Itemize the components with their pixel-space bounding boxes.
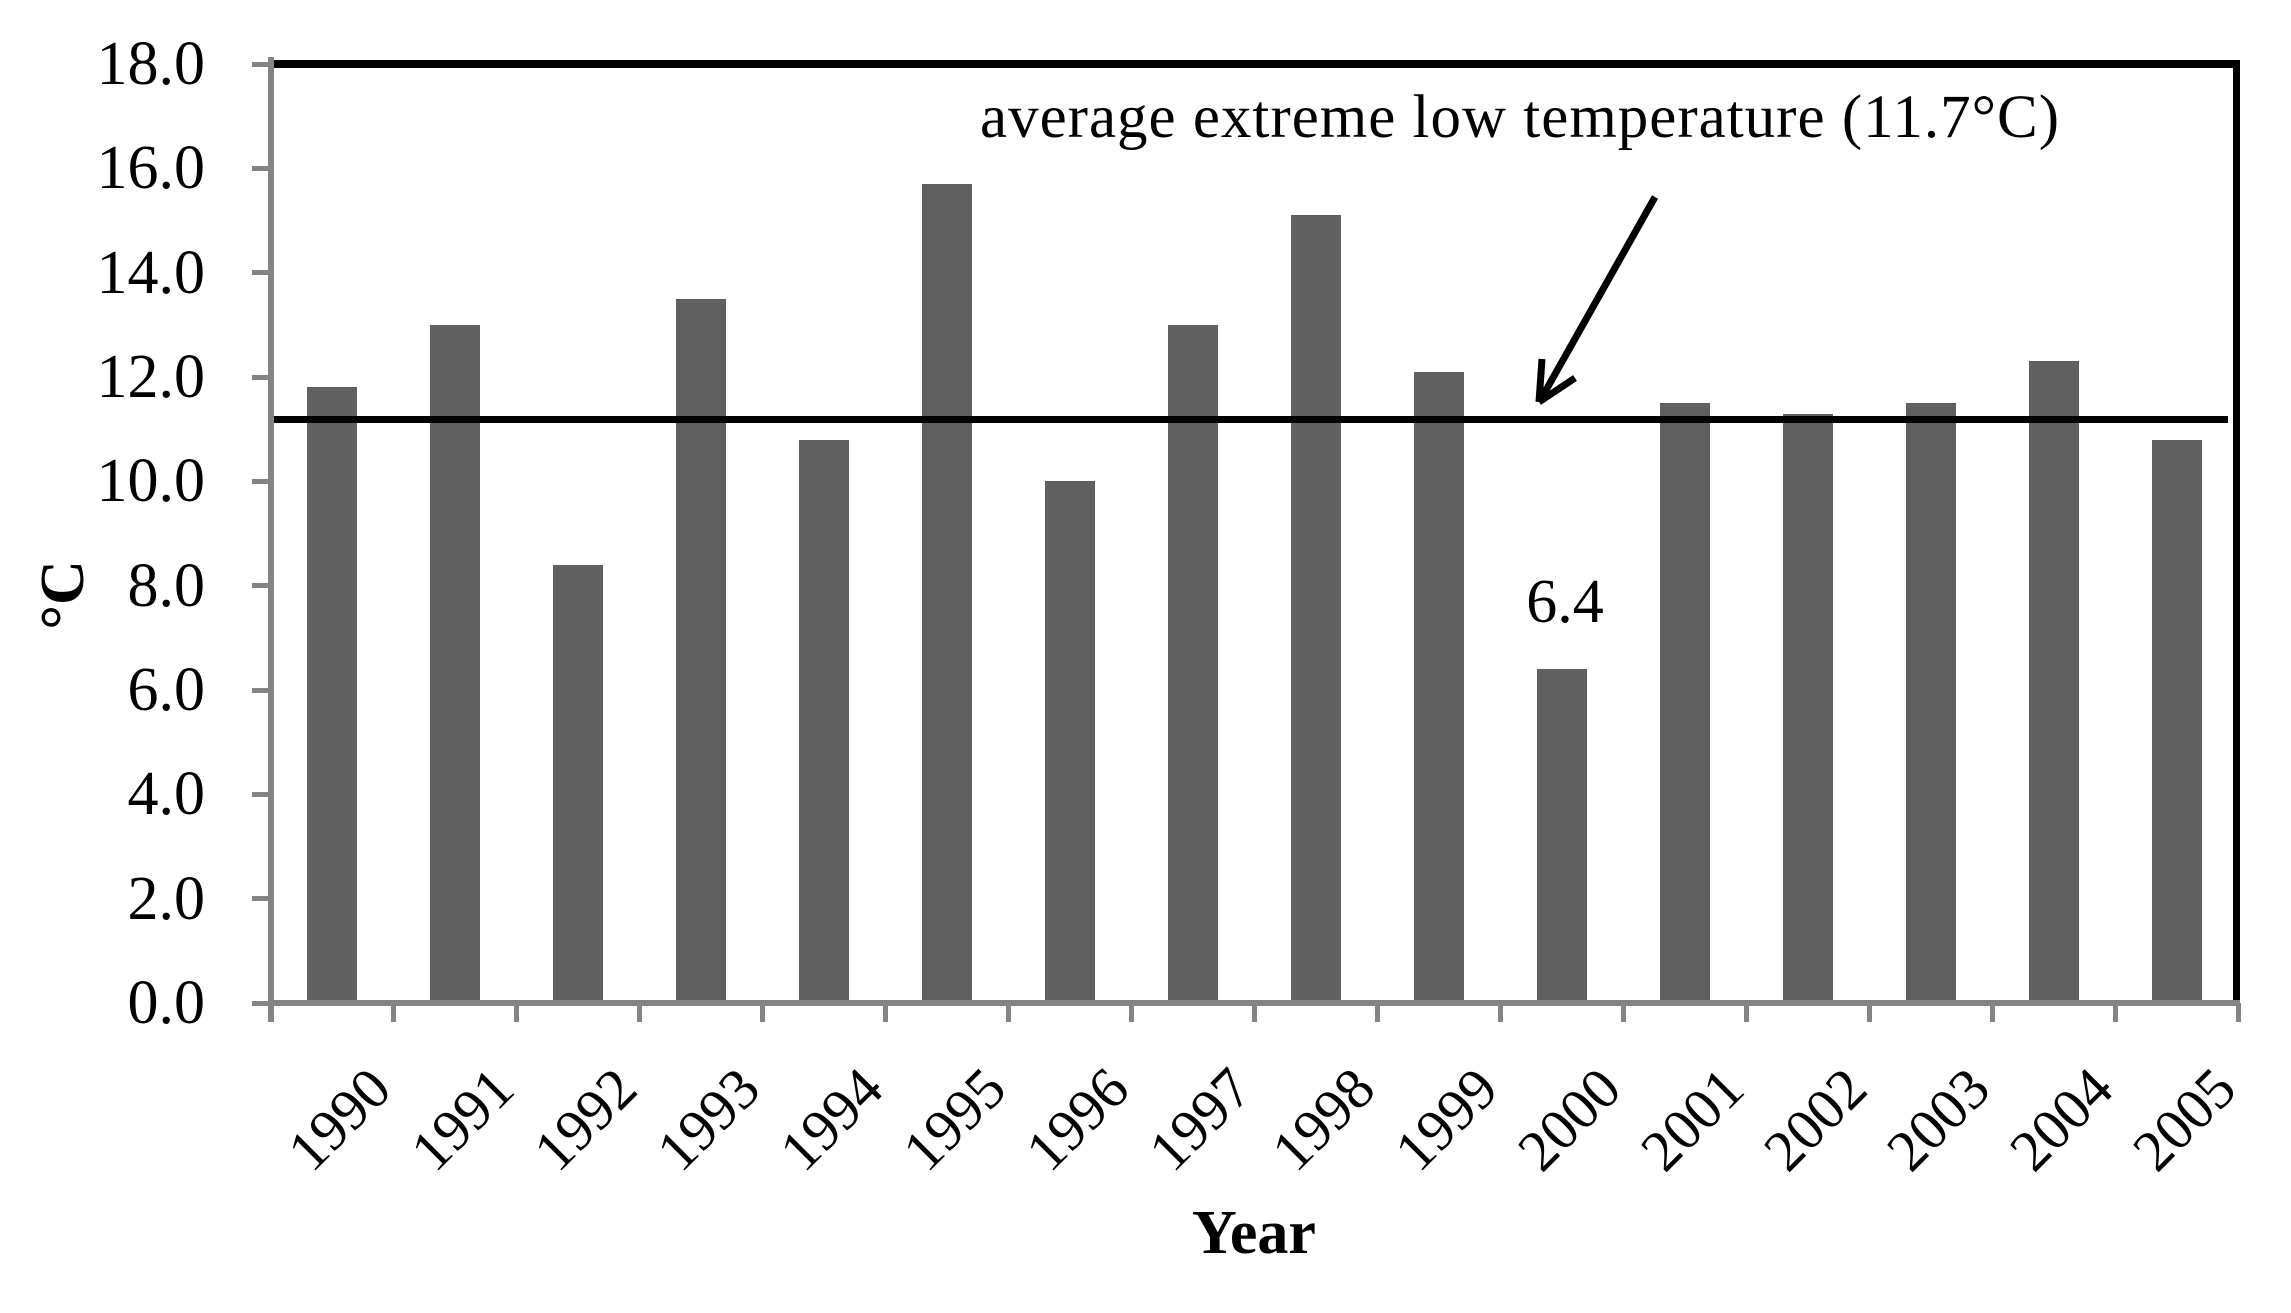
bar-1997 <box>1168 324 1219 1003</box>
y-tick-6.0 <box>252 687 270 693</box>
bar-2001 <box>1659 403 1710 1003</box>
x-tick-10 <box>1497 1003 1503 1022</box>
x-tick-6 <box>1006 1003 1012 1022</box>
x-tick-15 <box>2112 1003 2118 1022</box>
y-tick-label-2.0: 2.0 <box>127 864 206 933</box>
y-axis-line <box>268 57 274 1022</box>
bar-1992 <box>553 564 604 1003</box>
x-tick-16 <box>2235 1003 2241 1022</box>
bar-2002 <box>1782 413 1833 1003</box>
x-tick-2 <box>514 1003 520 1022</box>
bar-2000 <box>1536 669 1587 1003</box>
x-tick-9 <box>1374 1003 1380 1022</box>
x-tick-12 <box>1743 1003 1749 1022</box>
y-tick-18.0 <box>252 61 270 67</box>
x-tick-7 <box>1129 1003 1135 1022</box>
y-tick-12.0 <box>252 374 270 380</box>
bar-2005 <box>2151 439 2202 1003</box>
x-tick-11 <box>1620 1003 1626 1022</box>
bar-2003 <box>1905 403 1956 1003</box>
x-axis-line <box>268 1000 2240 1006</box>
bar-1998 <box>1290 215 1341 1003</box>
x-tick-14 <box>1989 1003 1995 1022</box>
y-tick-14.0 <box>252 270 270 276</box>
bar-2004 <box>2028 361 2079 1003</box>
x-tick-1 <box>391 1003 397 1022</box>
data-label-2000: 6.4 <box>1526 568 1604 636</box>
bar-1991 <box>430 324 481 1003</box>
y-tick-label-14.0: 14.0 <box>96 238 206 307</box>
bar-1999 <box>1413 371 1464 1003</box>
y-tick-label-6.0: 6.0 <box>127 656 206 724</box>
x-tick-5 <box>883 1003 889 1022</box>
bar-1995 <box>922 183 973 1003</box>
bar-1996 <box>1045 481 1096 1003</box>
plot-frame-right-border <box>2233 60 2240 1006</box>
x-tick-4 <box>760 1003 766 1022</box>
plot-frame-top-border <box>271 60 2240 68</box>
y-tick-2.0 <box>252 896 270 902</box>
y-tick-16.0 <box>252 165 270 171</box>
y-tick-label-10.0: 10.0 <box>96 447 206 516</box>
x-axis-title: Year <box>1192 1199 1316 1267</box>
x-tick-8 <box>1252 1003 1257 1022</box>
bar-1994 <box>799 439 850 1003</box>
y-tick-label-4.0: 4.0 <box>127 760 206 829</box>
y-tick-label-8.0: 8.0 <box>127 551 206 620</box>
y-tick-label-18.0: 18.0 <box>96 30 206 98</box>
y-tick-10.0 <box>252 478 270 484</box>
average-annotation-label: average extreme low temperature (11.7°C) <box>980 84 2061 151</box>
y-tick-4.0 <box>252 791 270 797</box>
x-tick-3 <box>637 1003 643 1022</box>
x-tick-13 <box>1866 1003 1872 1022</box>
y-tick-label-12.0: 12.0 <box>96 343 206 411</box>
y-tick-label-0.0: 0.0 <box>127 969 206 1037</box>
y-tick-0.0 <box>252 1000 270 1006</box>
bar-1990 <box>307 387 358 1003</box>
y-tick-8.0 <box>252 583 270 589</box>
y-tick-label-16.0: 16.0 <box>96 134 206 203</box>
average-reference-line <box>271 415 2228 423</box>
